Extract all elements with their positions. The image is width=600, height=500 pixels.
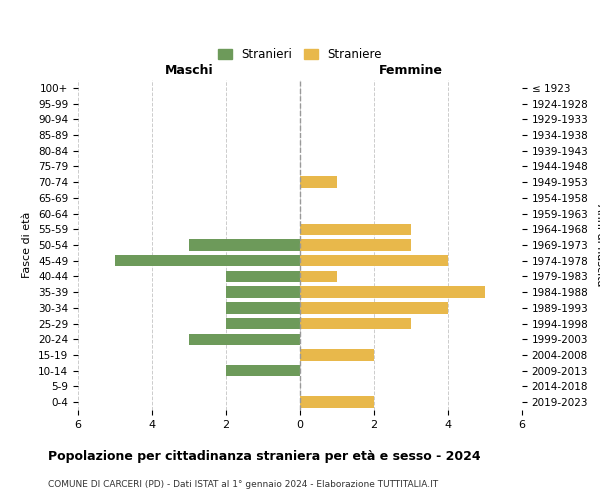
Bar <box>189 334 300 345</box>
Bar <box>226 365 300 376</box>
Bar <box>300 318 411 329</box>
Bar <box>300 176 337 188</box>
Bar <box>226 286 300 298</box>
Bar <box>226 318 300 329</box>
Y-axis label: Anni di nascita: Anni di nascita <box>595 204 600 286</box>
Text: Femmine: Femmine <box>379 64 443 76</box>
Bar <box>300 224 411 235</box>
Legend: Stranieri, Straniere: Stranieri, Straniere <box>213 43 387 66</box>
Bar <box>189 240 300 250</box>
Text: COMUNE DI CARCERI (PD) - Dati ISTAT al 1° gennaio 2024 - Elaborazione TUTTITALIA: COMUNE DI CARCERI (PD) - Dati ISTAT al 1… <box>48 480 438 489</box>
Bar <box>300 350 374 360</box>
Y-axis label: Fasce di età: Fasce di età <box>22 212 32 278</box>
Bar <box>300 302 448 314</box>
Bar <box>300 255 448 266</box>
Text: Maschi: Maschi <box>164 64 214 76</box>
Bar <box>226 302 300 314</box>
Bar <box>300 240 411 250</box>
Bar <box>300 396 374 408</box>
Text: Popolazione per cittadinanza straniera per età e sesso - 2024: Popolazione per cittadinanza straniera p… <box>48 450 481 463</box>
Bar <box>226 271 300 282</box>
Bar <box>300 286 485 298</box>
Bar <box>115 255 300 266</box>
Bar <box>300 271 337 282</box>
